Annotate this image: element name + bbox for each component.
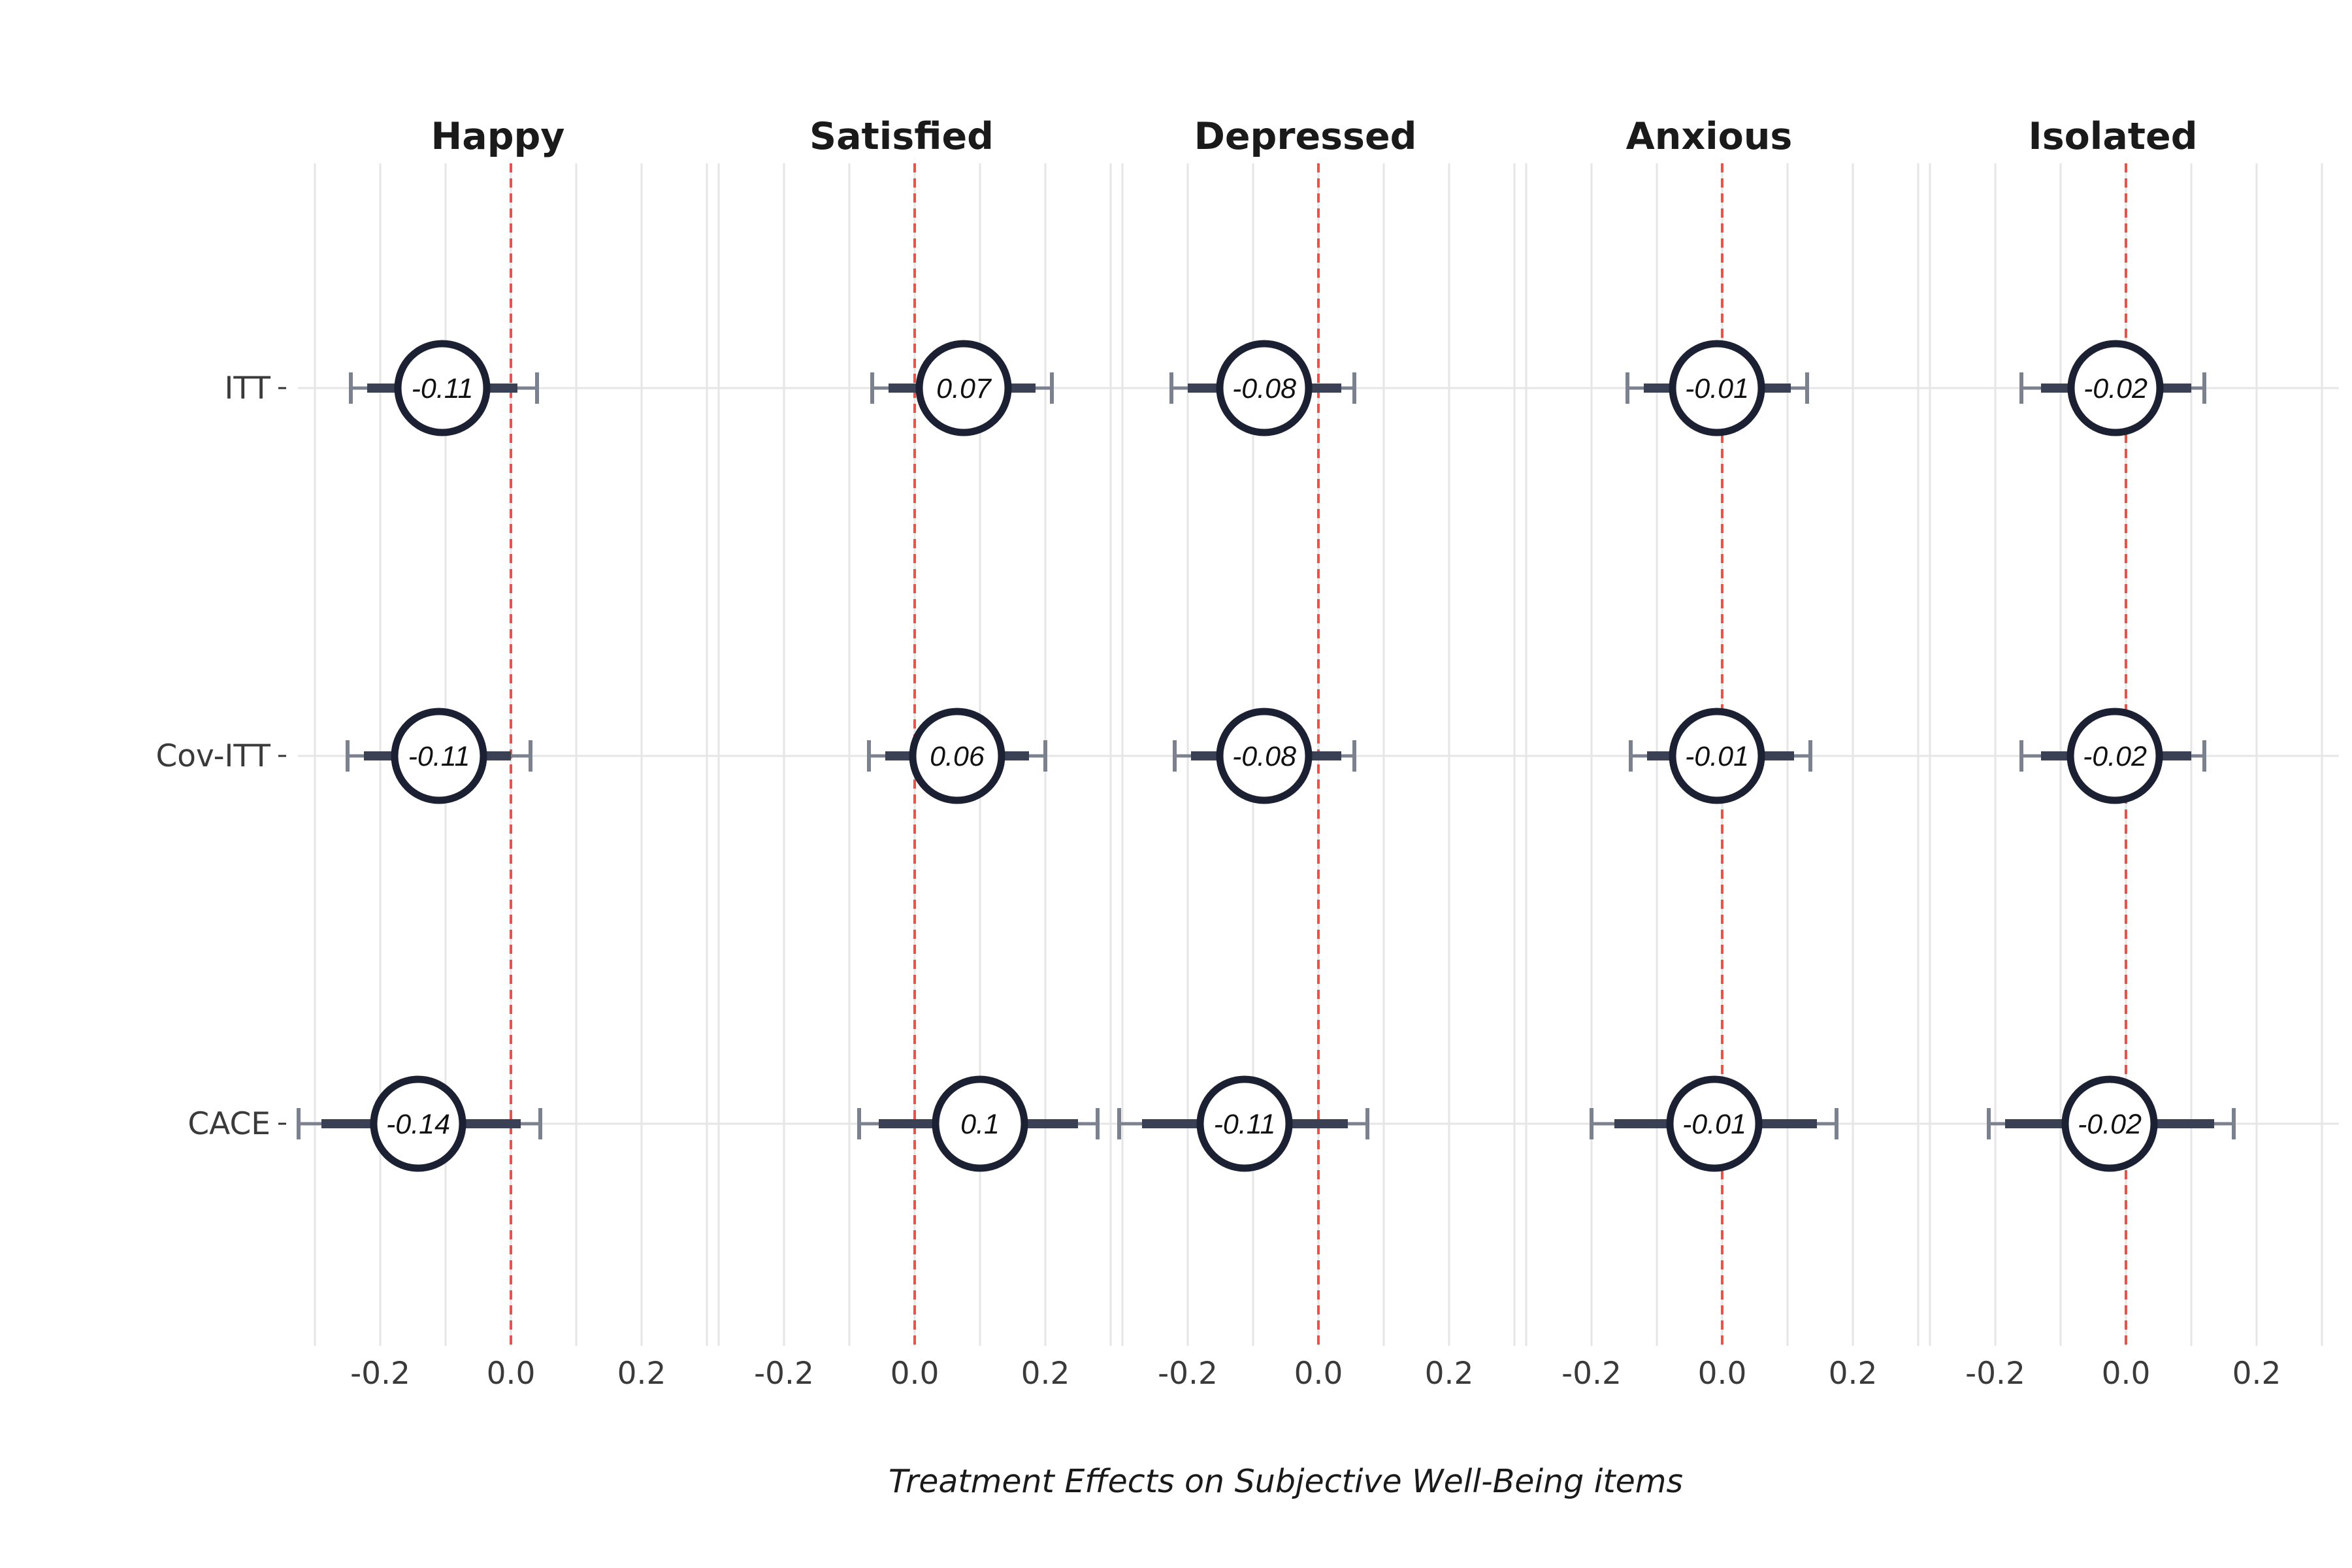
x-axis-title: Treatment Effects on Subjective Well-Bei…	[889, 1463, 1683, 1500]
y-tick-label: Cov-ITT	[155, 738, 270, 774]
x-tick-label: 0.2	[2232, 1356, 2281, 1392]
point-estimate-marker	[1196, 1075, 1293, 1172]
x-tick-label: 0.0	[1698, 1356, 1747, 1392]
text-layer: ITT Cov-ITT CACE Happy -0.2 0.0 0.2 Satisfied -0…	[155, 115, 2281, 1392]
estimate-label: -0.14	[386, 1109, 450, 1140]
panel-title: Satisfied	[809, 115, 994, 158]
estimate-label: -0.01	[1685, 741, 1749, 772]
estimate-label: -0.11	[412, 373, 474, 404]
point-estimate-marker	[1216, 340, 1313, 436]
x-tick-label: 0.2	[1425, 1356, 1474, 1392]
estimate-label: -0.02	[2078, 1109, 2142, 1140]
x-tick-label: -0.2	[350, 1356, 410, 1392]
point-estimate-marker	[915, 340, 1012, 436]
point-estimate-marker	[1216, 708, 1313, 804]
x-tick-label: 0.2	[617, 1356, 666, 1392]
panel-title: Anxious	[1626, 115, 1793, 158]
x-tick-label: 0.0	[1294, 1356, 1343, 1392]
estimate-marks-layer: -0.11 -0.11 -0.14 0.07 0.06 0.1 -0.08 -0.08 -0.1…	[297, 340, 2236, 1172]
y-tick-label: ITT	[225, 370, 271, 406]
x-tick-label: 0.2	[1021, 1356, 1070, 1392]
estimate-label: -0.02	[2083, 741, 2147, 772]
point-estimate-marker	[391, 708, 487, 804]
panel-title: Depressed	[1194, 115, 1417, 158]
x-tick-label: 0.0	[890, 1356, 939, 1392]
estimate-label: -0.11	[408, 741, 470, 772]
estimate-label: 0.07	[936, 373, 992, 404]
point-estimate-marker	[394, 340, 491, 436]
panel-title: Isolated	[2028, 115, 2197, 158]
point-estimate-marker	[932, 1075, 1028, 1172]
x-tick-label: -0.2	[754, 1356, 814, 1392]
point-estimate-marker	[1669, 708, 1765, 804]
estimate-label: -0.08	[1232, 741, 1296, 772]
x-tick-label: -0.2	[1158, 1356, 1218, 1392]
point-estimate-marker	[2066, 708, 2163, 804]
x-tick-label: 0.0	[487, 1356, 536, 1392]
point-estimate-marker	[370, 1075, 466, 1172]
estimate-label: -0.01	[1682, 1109, 1746, 1140]
x-tick-label: -0.2	[1561, 1356, 1622, 1392]
estimate-label: -0.08	[1232, 373, 1296, 404]
estimate-label: -0.01	[1685, 373, 1749, 404]
point-estimate-marker	[2067, 340, 2164, 436]
estimate-label: -0.11	[1214, 1109, 1276, 1140]
estimate-label: 0.1	[960, 1109, 1000, 1140]
estimate-label: 0.06	[930, 741, 985, 772]
panel-title: Happy	[431, 115, 565, 158]
x-tick-label: 0.2	[1829, 1356, 1878, 1392]
point-estimate-marker	[1666, 1075, 1763, 1172]
point-estimate-marker	[2061, 1075, 2158, 1172]
estimate-label: -0.02	[2083, 373, 2148, 404]
point-estimate-marker	[909, 708, 1005, 804]
y-tick-label: CACE	[188, 1106, 270, 1142]
x-tick-label: -0.2	[1965, 1356, 2025, 1392]
x-tick-label: 0.0	[2102, 1356, 2151, 1392]
point-estimate-marker	[1669, 340, 1765, 436]
